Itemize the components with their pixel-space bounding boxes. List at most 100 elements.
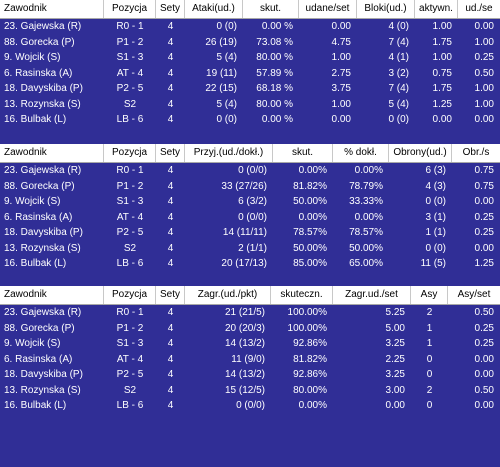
accuracy: 33.33% — [349, 196, 383, 207]
player-name: 13. Rozynska (S) — [4, 384, 81, 396]
serves-per-set: 5.00 — [385, 322, 405, 334]
column-header-position[interactable]: Pozycja — [104, 286, 156, 304]
activity: 1.75 — [432, 36, 452, 48]
table-row[interactable]: 18. Davyskiba (P) P2 - 5 4 14 (13/2) 92.… — [0, 367, 500, 383]
sets: 4 — [167, 384, 174, 396]
column-header-position[interactable]: Pozycja — [104, 144, 156, 162]
reception-efficiency: 50.00% — [293, 242, 327, 254]
successful-per-set: 0.00 — [331, 114, 351, 125]
table-row[interactable]: 16. Bulbak (L) LB - 6 4 20 (17/13) 85.00… — [0, 256, 500, 272]
player-name: 88. Gorecka (P) — [4, 36, 75, 48]
attack-efficiency: 80.00 % — [256, 98, 293, 110]
table-row[interactable]: 9. Wojcik (S) S1 - 3 4 14 (13/2) 92.86% … — [0, 336, 500, 352]
table-row[interactable]: 23. Gajewska (R) R0 - 1 4 0 (0) 0.00 % 0… — [0, 19, 500, 35]
column-header-defenses-per-set[interactable]: Obr./s — [462, 147, 490, 158]
accuracy: 65.00% — [349, 258, 383, 269]
defenses: 0 (0) — [425, 242, 446, 254]
column-header-serves-per-set[interactable]: Zagr.ud./set — [333, 286, 411, 304]
serve-efficiency: 92.86% — [293, 369, 327, 380]
attacks: 5 (4) — [216, 98, 237, 110]
table-row[interactable]: 23. Gajewska (R) R0 - 1 4 21 (21/5) 100.… — [0, 305, 500, 321]
column-header-attacks[interactable]: Ataki(ud.) — [185, 0, 243, 18]
sets: 4 — [167, 242, 174, 254]
table-row[interactable]: 88. Gorecka (P) P1 - 2 4 20 (20/3) 100.0… — [0, 321, 500, 337]
sets: 4 — [167, 52, 174, 63]
serves: 20 (20/3) — [224, 322, 265, 334]
blocks: 4 (0) — [388, 21, 409, 32]
column-header-position[interactable]: Pozycja — [104, 0, 156, 18]
column-header-receptions[interactable]: Przyj.(ud./dokł.) — [185, 144, 273, 162]
serves: 0 (0/0) — [236, 400, 265, 411]
receptions: 14 (11/11) — [222, 227, 267, 238]
table-row[interactable]: 6. Rasinska (A) AT - 4 4 11 (9/0) 81.82%… — [0, 352, 500, 368]
table-row[interactable]: 16. Bulbak (L) LB - 6 4 0 (0) 0.00 % 0.0… — [0, 112, 500, 128]
defenses-per-set: 0.25 — [474, 227, 494, 238]
table-row[interactable]: 9. Wojcik (S) S1 - 3 4 6 (3/2) 50.00% 33… — [0, 194, 500, 210]
serves-per-set: 5.25 — [385, 307, 405, 318]
table-row[interactable]: 88. Gorecka (P) P1 - 2 4 33 (27/26) 81.8… — [0, 179, 500, 195]
defenses: 1 (1) — [425, 227, 446, 238]
column-header-blocks-per-set[interactable]: ud./se — [465, 3, 493, 14]
column-header-serve-efficiency[interactable]: skuteczn. — [271, 286, 333, 304]
sets: 4 — [167, 369, 174, 380]
column-header-sets[interactable]: Sety — [156, 144, 185, 162]
table-row[interactable]: 16. Bulbak (L) LB - 6 4 0 (0/0) 0.00% 0.… — [0, 398, 500, 414]
sets: 4 — [167, 258, 174, 269]
column-header-sets[interactable]: Sety — [156, 0, 185, 18]
blocks: 4 (1) — [388, 52, 409, 63]
successful-per-set: 4.75 — [331, 36, 351, 48]
column-header-player[interactable]: Zawodnik — [0, 286, 104, 304]
table-row[interactable]: 6. Rasinska (A) AT - 4 4 19 (11) 57.89 %… — [0, 66, 500, 82]
sets: 4 — [167, 400, 174, 411]
table-row[interactable]: 9. Wojcik (S) S1 - 3 4 5 (4) 80.00 % 1.0… — [0, 50, 500, 66]
activity: 1.25 — [432, 98, 452, 110]
table-row[interactable]: 6. Rasinska (A) AT - 4 4 0 (0/0) 0.00% 0… — [0, 210, 500, 226]
column-header-serves[interactable]: Zagr.(ud./pkt) — [185, 286, 271, 304]
serve-efficiency: 81.82% — [293, 353, 327, 365]
defenses-per-set: 0.00 — [474, 242, 494, 254]
position: AT - 4 — [116, 67, 144, 79]
table-row[interactable]: 13. Rozynska (S) S2 4 5 (4) 80.00 % 1.00… — [0, 97, 500, 113]
serves-per-set: 3.00 — [385, 384, 405, 396]
blocks: 3 (2) — [388, 67, 409, 79]
position: P1 - 2 — [116, 180, 144, 192]
column-header-player[interactable]: Zawodnik — [0, 144, 104, 162]
table-row[interactable]: 88. Gorecka (P) P1 - 2 4 26 (19) 73.08 %… — [0, 35, 500, 51]
player-name: 23. Gajewska (R) — [4, 21, 82, 32]
table-row[interactable]: 18. Davyskiba (P) P2 - 5 4 14 (11/11) 78… — [0, 225, 500, 241]
column-header-attack-efficiency[interactable]: skut. — [243, 0, 299, 18]
serve-efficiency: 0.00% — [298, 400, 327, 411]
column-header-activity[interactable]: aktywn. — [415, 0, 458, 18]
blocks: 7 (4) — [388, 83, 409, 94]
column-header-accuracy[interactable]: % dokł. — [333, 144, 389, 162]
blocks-per-set: 0.00 — [474, 114, 494, 125]
player-name: 23. Gajewska (R) — [4, 165, 82, 176]
column-header-reception-efficiency[interactable]: skut. — [273, 144, 333, 162]
column-header-aces[interactable]: Asy — [411, 286, 448, 304]
player-name: 88. Gorecka (P) — [4, 180, 75, 192]
accuracy: 78.57% — [349, 227, 383, 238]
column-header-defenses[interactable]: Obrony(ud.) — [389, 144, 452, 162]
attacks: 22 (15) — [205, 83, 237, 94]
player-name: 16. Bulbak (L) — [4, 400, 67, 411]
column-header-successful-per-set[interactable]: udane/set — [299, 0, 357, 18]
table-row[interactable]: 13. Rozynska (S) S2 4 15 (12/5) 80.00% 3… — [0, 383, 500, 399]
table-row[interactable]: 23. Gajewska (R) R0 - 1 4 0 (0/0) 0.00% … — [0, 163, 500, 179]
position: AT - 4 — [116, 211, 144, 223]
attacks: 0 (0) — [216, 114, 237, 125]
table-row[interactable]: 18. Davyskiba (P) P2 - 5 4 22 (15) 68.18… — [0, 81, 500, 97]
position: LB - 6 — [116, 258, 144, 269]
activity: 1.75 — [432, 83, 452, 94]
column-header-sets[interactable]: Sety — [156, 286, 185, 304]
player-name: 18. Davyskiba (P) — [4, 369, 83, 380]
column-header-player[interactable]: Zawodnik — [0, 0, 104, 18]
sets: 4 — [167, 196, 174, 207]
column-header-aces-per-set[interactable]: Asy/set — [457, 289, 491, 300]
activity: 1.00 — [432, 52, 452, 63]
column-header-blocks[interactable]: Bloki(ud.) — [357, 0, 415, 18]
attack-efficiency: 80.00 % — [256, 52, 293, 63]
attacks: 26 (19) — [205, 36, 237, 48]
table-row[interactable]: 13. Rozynska (S) S2 4 2 (1/1) 50.00% 50.… — [0, 241, 500, 257]
player-name: 16. Bulbak (L) — [4, 114, 67, 125]
serves-per-set: 0.00 — [385, 400, 405, 411]
